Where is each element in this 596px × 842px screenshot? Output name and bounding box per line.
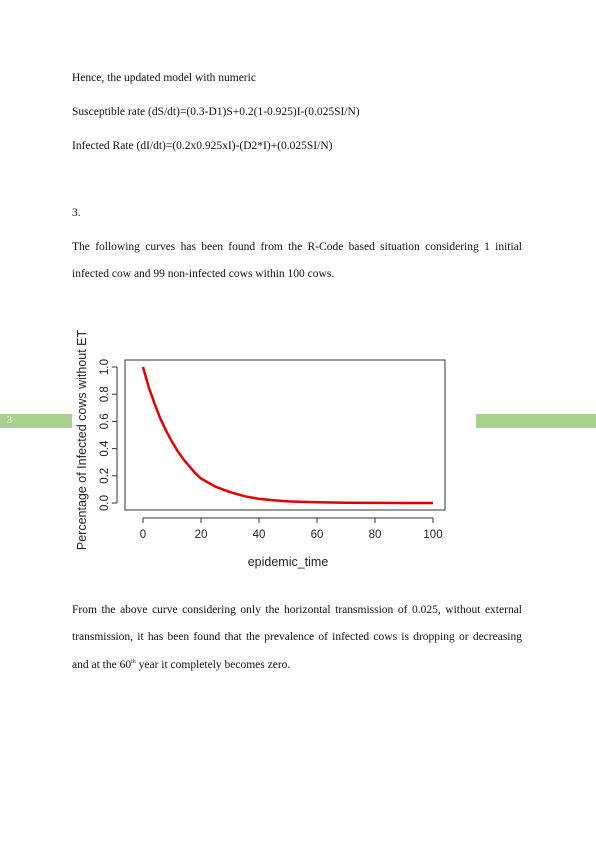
y-tick-label: 0.6 — [99, 413, 111, 429]
y-tick-label: 0.0 — [99, 495, 111, 511]
x-tick-label: 80 — [369, 529, 382, 541]
x-axis: 0 20 40 60 80 100 — [140, 517, 443, 541]
y-tick-label: 1.0 — [99, 359, 111, 375]
paragraph-conclusion-line-1: From the above curve considering only th… — [72, 604, 522, 616]
page-band-left — [0, 414, 72, 428]
paragraph-conclusion-line-3: and at the 60th year it completely becom… — [72, 659, 290, 671]
y-tick-label: 0.8 — [99, 386, 111, 402]
ordinal-suffix: th — [131, 659, 136, 666]
paragraph-description-line-2: infected cow and 99 non-infected cows wi… — [72, 268, 335, 280]
x-axis-label: epidemic_time — [248, 555, 329, 569]
y-axis-label: Percentage of Infected cows without ET — [75, 330, 89, 551]
susceptible-rate-equation: Susceptible rate (dS/dt)=(0.3-D1)S+0.2(1… — [72, 106, 360, 118]
x-tick-label: 0 — [140, 529, 146, 541]
series-curve — [141, 366, 433, 505]
infected-rate-equation: Infected Rate (dI/dt)=(0.2x0.925xI)-(D2*… — [72, 140, 333, 152]
page-band-right — [476, 414, 596, 428]
x-tick-label: 100 — [423, 529, 442, 541]
page-number: 3 — [7, 415, 12, 426]
y-tick-label: 0.4 — [99, 440, 111, 457]
conclusion-text-end: year it completely becomes zero. — [135, 659, 291, 671]
x-tick-label: 20 — [195, 529, 208, 541]
x-tick-label: 40 — [253, 529, 266, 541]
conclusion-text-start: and at the 60 — [72, 659, 132, 671]
paragraph-intro: Hence, the updated model with numeric — [72, 72, 256, 84]
y-axis: 0.0 0.2 0.4 0.6 0.8 1.0 — [99, 359, 118, 511]
paragraph-conclusion-line-2: transmission, it has been found that the… — [72, 631, 522, 643]
plot-frame — [124, 359, 446, 511]
y-tick-label: 0.2 — [99, 468, 111, 484]
x-tick-label: 60 — [311, 529, 324, 541]
paragraph-description-line-1: The following curves has been found from… — [72, 241, 522, 253]
section-number: 3. — [72, 207, 81, 219]
infection-curve-chart: 0 20 40 60 80 100 0.0 0.2 0.4 0.6 0.8 1.0 epidemic… — [75, 330, 446, 569]
